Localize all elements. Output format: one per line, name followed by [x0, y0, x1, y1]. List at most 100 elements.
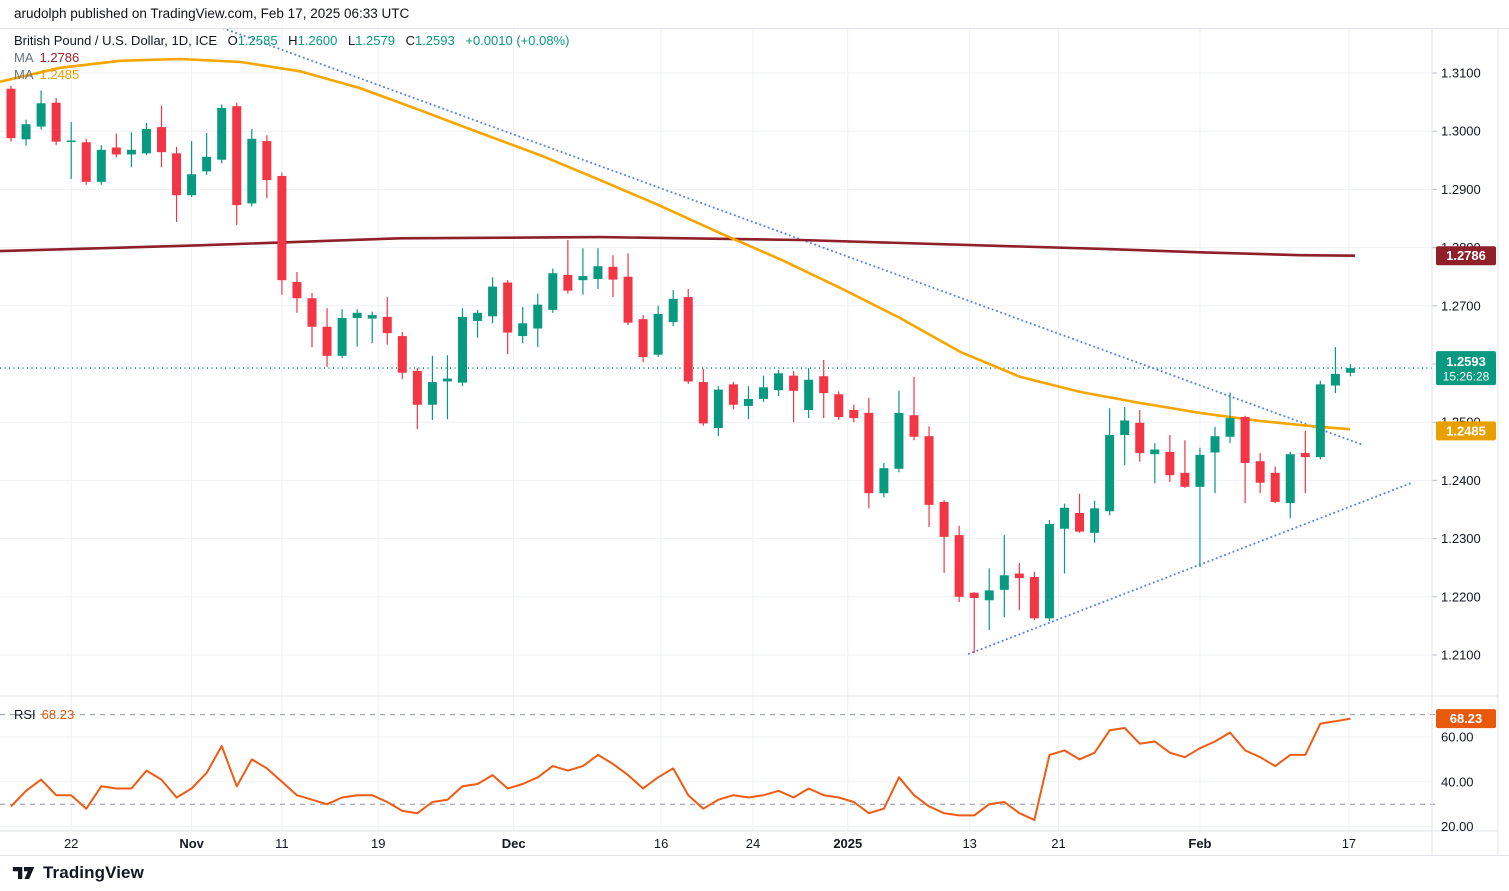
- tradingview-logo-icon[interactable]: [12, 861, 36, 885]
- symbol-row[interactable]: British Pound / U.S. Dollar, 1D, ICE O1.…: [14, 33, 569, 49]
- ma-fast-row[interactable]: MA 1.2485: [14, 67, 569, 83]
- candle: [909, 376, 919, 441]
- candle-body: [1255, 461, 1265, 483]
- candle: [1330, 347, 1340, 394]
- candle-body: [849, 409, 859, 419]
- candle: [698, 368, 708, 426]
- chart-canvas[interactable]: 1.31001.30001.29001.28001.27001.26001.25…: [0, 28, 1509, 856]
- candle-body: [804, 379, 814, 410]
- current-price-badge: [1436, 351, 1496, 386]
- candle: [879, 462, 889, 498]
- ma-200-badge-text: 1.2786: [1446, 248, 1486, 263]
- time-axis-label: 19: [371, 836, 385, 851]
- ma-50-line[interactable]: [0, 57, 1351, 431]
- ma-fast-label: MA: [14, 67, 34, 82]
- candle-body: [322, 326, 332, 356]
- candle-body: [668, 298, 678, 323]
- candle-body: [66, 140, 76, 143]
- candle-body: [698, 382, 708, 424]
- candle-body: [262, 141, 272, 181]
- candle: [1285, 451, 1295, 519]
- candle-body: [141, 128, 151, 154]
- candle: [1150, 443, 1160, 484]
- rsi-label: RSI: [14, 707, 36, 722]
- candle: [834, 391, 844, 420]
- candle: [262, 135, 272, 199]
- time-axis-label: 2025: [833, 836, 862, 851]
- candle: [277, 172, 287, 295]
- candle: [367, 311, 377, 344]
- candle: [427, 355, 437, 420]
- candle: [819, 359, 829, 419]
- candle-body: [217, 107, 227, 160]
- candle-body: [533, 304, 543, 329]
- candle: [232, 102, 242, 225]
- candle: [307, 292, 317, 348]
- candle: [172, 146, 182, 222]
- price-axis-label: 1.2900: [1441, 182, 1481, 197]
- candle-body: [1240, 416, 1250, 463]
- candle: [593, 248, 603, 289]
- chart-widget[interactable]: 1.31001.30001.29001.28001.27001.26001.25…: [0, 28, 1509, 856]
- candle-body: [608, 266, 618, 280]
- candle: [849, 404, 859, 423]
- candle-body: [924, 436, 934, 505]
- candle-body: [442, 378, 452, 382]
- ma-200-badge: [1436, 246, 1496, 266]
- candle-body: [6, 88, 16, 139]
- trendline-ascending-support[interactable]: [967, 481, 1414, 655]
- ma-50-badge: [1436, 421, 1496, 441]
- candle-body: [563, 274, 573, 291]
- candle-body: [1165, 451, 1175, 476]
- candle-body: [759, 387, 768, 399]
- candle: [1195, 447, 1205, 568]
- countdown-text: 15:26:28: [1443, 370, 1490, 384]
- footer: TradingView: [12, 858, 144, 888]
- candle-body: [96, 149, 106, 182]
- candle: [292, 272, 302, 313]
- candle-body: [458, 316, 467, 383]
- candle: [187, 141, 197, 197]
- candle: [157, 105, 166, 168]
- candle: [247, 128, 257, 207]
- change-value: +0.0010 (+0.08%): [465, 33, 570, 48]
- ma-200-line[interactable]: [0, 235, 1356, 257]
- candle-body: [1029, 577, 1039, 619]
- candle: [442, 355, 452, 420]
- rsi-line[interactable]: [10, 717, 1351, 821]
- time-axis-label: 11: [275, 836, 289, 851]
- candle: [473, 309, 483, 338]
- rsi-badge-text: 68.23: [1450, 711, 1483, 726]
- candle: [683, 288, 693, 384]
- brand-text[interactable]: TradingView: [43, 863, 144, 882]
- candle-body: [984, 590, 994, 601]
- ma-slow-label: MA: [14, 50, 34, 65]
- candle-body: [593, 266, 603, 280]
- rsi-axis-label: 60.00: [1441, 730, 1474, 745]
- candle: [1315, 380, 1325, 460]
- candle: [939, 500, 949, 573]
- rsi-legend[interactable]: RSI 68.23: [14, 707, 74, 722]
- time-axis-label: 17: [1342, 836, 1356, 851]
- time-axis-label: 22: [64, 836, 78, 851]
- candle-body: [1135, 422, 1145, 454]
- ohlc-open-label: O: [227, 33, 238, 48]
- current-price-badge-text: 1.2593: [1446, 354, 1486, 369]
- ma-slow-row[interactable]: MA 1.2786: [14, 50, 569, 66]
- published-text: arudolph published on TradingView.com, F…: [14, 6, 410, 21]
- candle: [1225, 392, 1235, 444]
- time-scale[interactable]: [0, 831, 1432, 856]
- candle: [1014, 563, 1024, 611]
- candle: [894, 390, 904, 473]
- candle-body: [352, 312, 362, 319]
- candle: [518, 306, 528, 344]
- candle-body: [36, 103, 46, 127]
- candle: [984, 568, 994, 630]
- candle-body: [157, 127, 166, 153]
- candle-body: [337, 318, 347, 356]
- candle-body: [1210, 436, 1220, 453]
- candle: [1044, 519, 1054, 622]
- trendline-descending-resistance[interactable]: [215, 28, 1364, 446]
- candle: [864, 397, 874, 509]
- candle-body: [518, 323, 528, 337]
